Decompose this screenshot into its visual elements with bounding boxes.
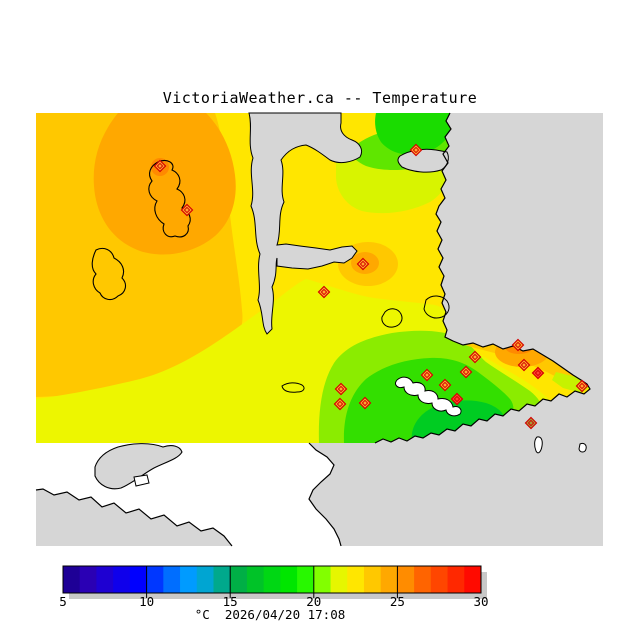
- weather-station-marker: [317, 285, 331, 299]
- colorbar-tick-label: 25: [389, 594, 405, 609]
- station-markers: [153, 143, 589, 430]
- harbour-water: [395, 376, 462, 417]
- colorbar-caption: °C 2026/04/20 17:08: [194, 607, 346, 622]
- weather-station-marker: [450, 392, 464, 406]
- weather-station-marker: [333, 397, 347, 411]
- south-island-land: [94, 443, 183, 490]
- weather-station-marker: [358, 396, 372, 410]
- colorbar-segment: [213, 566, 231, 593]
- colorbar-segment: [246, 566, 265, 593]
- weather-station-marker: [524, 416, 538, 430]
- island-outline-1: [148, 160, 191, 238]
- page-title: VictoriaWeather.ca -- Temperature: [162, 89, 478, 107]
- colorbar-segment: [180, 566, 198, 593]
- band-green-north: [375, 113, 450, 155]
- islet-southeast-1: [534, 436, 543, 454]
- colorbar-segment: [113, 566, 131, 593]
- east-bay: [397, 148, 449, 173]
- weather-station-marker: [468, 350, 482, 364]
- weather-station-marker: [356, 257, 370, 271]
- colorbar-segment: [280, 566, 298, 593]
- island-outline-4: [423, 295, 450, 319]
- colorbar-segment: [146, 566, 164, 593]
- weather-station-marker: [459, 365, 473, 379]
- weather-station-marker: [334, 382, 348, 396]
- east-coastline: [374, 112, 591, 444]
- colorbar-segment: [263, 566, 281, 593]
- colorbar-segment: [63, 566, 81, 593]
- weather-station-marker: [531, 366, 545, 380]
- band-orange-west: [93, 113, 236, 255]
- south-coastline-left: [35, 488, 233, 547]
- weather-station-marker: [438, 378, 452, 392]
- colorbar-segment: [414, 566, 432, 593]
- colorbar-segment: [430, 566, 449, 593]
- colorbar-segments: [63, 566, 482, 593]
- colorbar-tick-label: 5: [59, 594, 67, 609]
- colorbar-tick-label: 15: [222, 594, 238, 609]
- weather-station-marker: [420, 368, 434, 382]
- colorbar-border: [62, 565, 482, 594]
- colorbar-segment: [464, 566, 482, 593]
- south-coastline-right: [308, 442, 342, 547]
- weather-station-marker: [409, 143, 423, 157]
- weather-station-marker: [517, 358, 531, 372]
- colorbar-segment: [447, 566, 465, 593]
- colorbar-segment: [163, 566, 181, 593]
- colorbar-segment: [363, 566, 382, 593]
- south-island-notch: [133, 474, 150, 487]
- colorbar-segment: [380, 566, 398, 593]
- islet-southeast-2: [578, 442, 587, 453]
- weather-station-marker: [180, 203, 194, 217]
- island-outline-5: [281, 382, 305, 393]
- island-outline-2: [91, 247, 127, 301]
- weather-station-marker: [511, 338, 525, 352]
- colorbar-segment: [330, 566, 348, 593]
- colorbar-segment: [129, 566, 148, 593]
- colorbar-segment: [196, 566, 214, 593]
- colorbar-segment: [397, 566, 415, 593]
- weather-station-marker: [153, 159, 167, 173]
- colorbar-tick-label: 30: [473, 594, 489, 609]
- colorbar-segment: [96, 566, 114, 593]
- colorbar-segment: [230, 566, 248, 593]
- weather-station-marker: [575, 379, 589, 393]
- colorbar-segment: [313, 566, 332, 593]
- colorbar-tick-label: 20: [306, 594, 322, 609]
- island-outline-3: [381, 308, 403, 328]
- colorbar-segment: [79, 566, 97, 593]
- colorbar-tick-label: 10: [139, 594, 155, 609]
- colorbar-ticks: [146, 566, 398, 598]
- colorbar-segment: [297, 566, 315, 593]
- inlet-channel: [248, 112, 363, 335]
- colorbar-segment: [347, 566, 365, 593]
